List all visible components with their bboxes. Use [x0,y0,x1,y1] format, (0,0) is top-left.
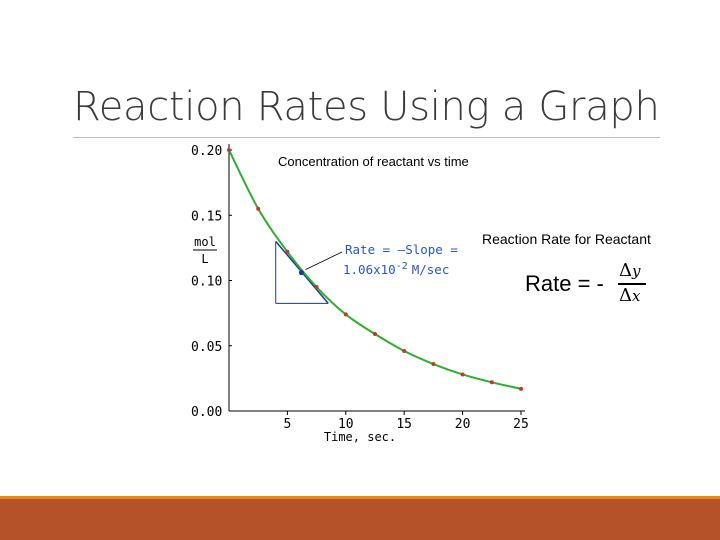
chart-ticks: 0.00 0.05 0.10 0.15 0.20 5 10 15 20 25 [191,144,529,432]
rate-formula-numerator: Δy [619,260,641,281]
y-axis-label-denominator: L [201,252,208,266]
x-tick-label: 10 [338,417,354,432]
y-tick-label: 0.10 [191,275,222,290]
slide-title: Reaction Rates Using a Graph [73,84,660,130]
x-tick-label: 25 [513,417,529,432]
y-axis-label-numerator: mol [194,235,216,249]
y-tick-label: 0.20 [191,144,222,159]
annotation-leader [305,251,343,271]
data-points [227,148,523,391]
data-point [227,148,231,152]
data-point [285,249,290,254]
y-tick-label: 0.05 [191,340,222,355]
x-axis-label: Time, sec. [324,430,396,444]
y-tick-label: 0.15 [191,209,222,224]
data-point [373,332,377,337]
title-divider [73,137,660,138]
data-point [256,206,261,211]
rate-formula-left: Rate = - [525,271,604,296]
rate-formula-denominator: Δx [619,285,641,306]
x-tick-label: 15 [396,417,412,432]
chart-title: Concentration of reactant vs time [278,154,469,169]
reaction-rate-heading: Reaction Rate for Reactant [482,231,651,247]
x-tick-label: 5 [283,417,291,432]
data-point [431,362,436,367]
x-tick-label: 20 [455,417,471,432]
data-point [519,386,523,391]
footer-bar [0,499,720,540]
data-point [314,285,319,290]
data-point [460,372,465,377]
data-point [489,380,494,385]
fraction-bar [618,283,646,285]
chart-axes [228,144,525,412]
data-point [402,348,407,353]
rate-formula: Rate = - Δy Δx [525,260,665,310]
rate-annotation-line1: Rate = –Slope = [345,242,458,257]
y-tick-label: 0.00 [191,405,222,420]
rate-annotation-line2: 1.06x10-2 M/sec [343,261,449,277]
footer-accent-stripe [0,496,720,500]
chart-labels: mol L Time, sec. Concentration of reactant … [193,154,469,444]
data-point [343,312,348,317]
tangent-point [298,270,304,276]
